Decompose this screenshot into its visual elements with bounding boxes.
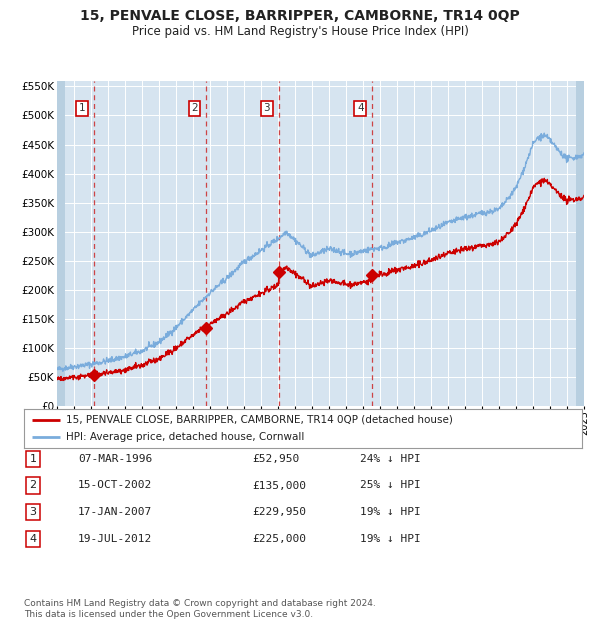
Text: 4: 4 bbox=[357, 104, 364, 113]
Text: 17-JAN-2007: 17-JAN-2007 bbox=[78, 507, 152, 517]
Text: 24% ↓ HPI: 24% ↓ HPI bbox=[360, 454, 421, 464]
Text: 15-OCT-2002: 15-OCT-2002 bbox=[78, 480, 152, 490]
Text: 19% ↓ HPI: 19% ↓ HPI bbox=[360, 534, 421, 544]
Text: 1: 1 bbox=[29, 454, 37, 464]
Text: HPI: Average price, detached house, Cornwall: HPI: Average price, detached house, Corn… bbox=[66, 432, 304, 442]
Text: 2: 2 bbox=[191, 104, 198, 113]
Bar bbox=[57, 81, 65, 406]
Text: 15, PENVALE CLOSE, BARRIPPER, CAMBORNE, TR14 0QP: 15, PENVALE CLOSE, BARRIPPER, CAMBORNE, … bbox=[80, 9, 520, 24]
Text: £135,000: £135,000 bbox=[252, 480, 306, 490]
Text: 3: 3 bbox=[29, 507, 37, 517]
Text: 19-JUL-2012: 19-JUL-2012 bbox=[78, 534, 152, 544]
Text: £225,000: £225,000 bbox=[252, 534, 306, 544]
Text: 1: 1 bbox=[79, 104, 86, 113]
Text: 15, PENVALE CLOSE, BARRIPPER, CAMBORNE, TR14 0QP (detached house): 15, PENVALE CLOSE, BARRIPPER, CAMBORNE, … bbox=[66, 415, 453, 425]
Text: 4: 4 bbox=[29, 534, 37, 544]
Text: 2: 2 bbox=[29, 480, 37, 490]
Text: 07-MAR-1996: 07-MAR-1996 bbox=[78, 454, 152, 464]
Text: Price paid vs. HM Land Registry's House Price Index (HPI): Price paid vs. HM Land Registry's House … bbox=[131, 25, 469, 38]
Text: 25% ↓ HPI: 25% ↓ HPI bbox=[360, 480, 421, 490]
Text: £229,950: £229,950 bbox=[252, 507, 306, 517]
Text: 19% ↓ HPI: 19% ↓ HPI bbox=[360, 507, 421, 517]
Text: Contains HM Land Registry data © Crown copyright and database right 2024.
This d: Contains HM Land Registry data © Crown c… bbox=[24, 600, 376, 619]
Bar bbox=[576, 81, 584, 406]
Text: 3: 3 bbox=[263, 104, 270, 113]
Text: £52,950: £52,950 bbox=[252, 454, 299, 464]
